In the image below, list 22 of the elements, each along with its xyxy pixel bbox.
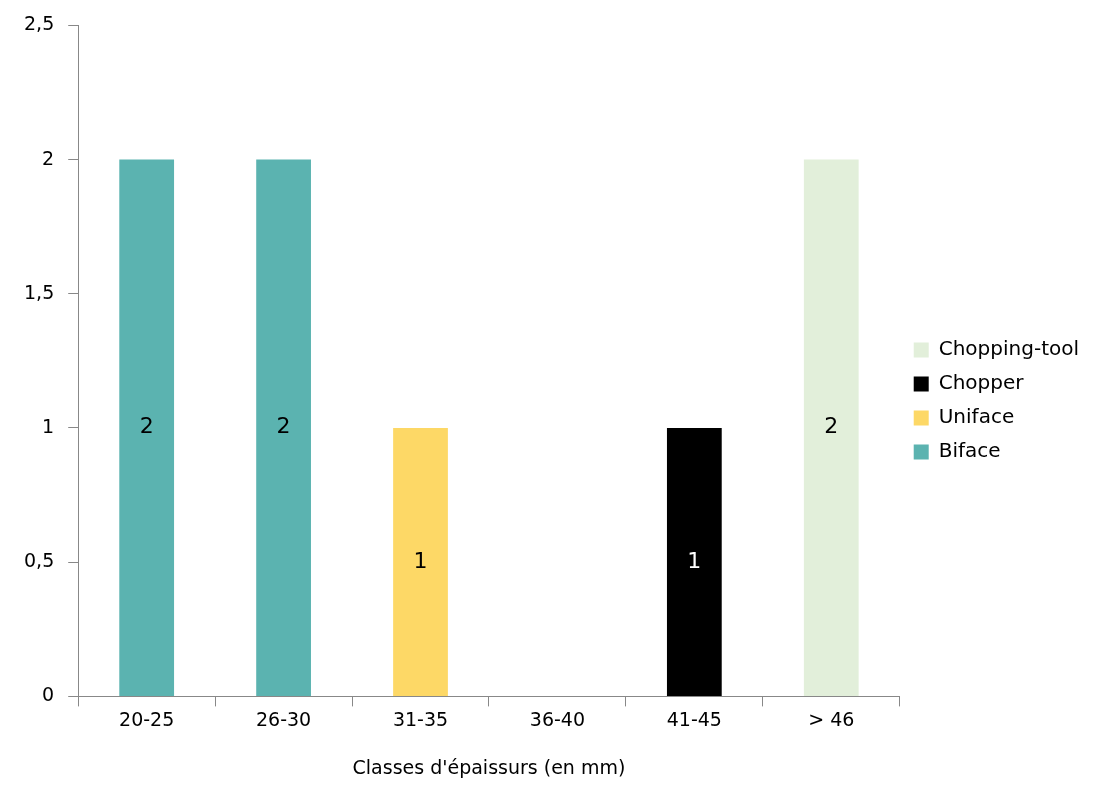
y-tick-label: 2,5 — [24, 12, 55, 35]
x-tick-label: > 46 — [808, 707, 855, 730]
x-tick-label: 31-35 — [392, 707, 449, 730]
y-tick-label: 1 — [42, 414, 55, 437]
x-axis-title: Classes d'épaissurs (en mm) — [352, 755, 626, 778]
legend-label: Biface — [938, 438, 1001, 463]
x-tick-label: 26-30 — [255, 707, 312, 730]
legend-label: Chopping-tool — [938, 336, 1080, 361]
data-label: 2 — [824, 413, 839, 439]
data-label: 1 — [413, 547, 428, 573]
data-label: 1 — [687, 547, 702, 573]
x-tick-label: 36-40 — [529, 707, 586, 730]
data-label: 2 — [139, 413, 154, 439]
x-tick-label: 41-45 — [666, 707, 722, 730]
legend-label: Uniface — [938, 404, 1015, 429]
data-label: 2 — [276, 413, 291, 439]
x-tick-label: 20-25 — [119, 707, 175, 730]
y-tick-label: 2 — [42, 146, 55, 169]
y-tick-label: 0 — [42, 683, 55, 706]
legend-label: Chopper — [938, 370, 1025, 395]
y-tick-label: 0,5 — [24, 549, 55, 572]
y-tick-label: 1,5 — [24, 280, 55, 303]
